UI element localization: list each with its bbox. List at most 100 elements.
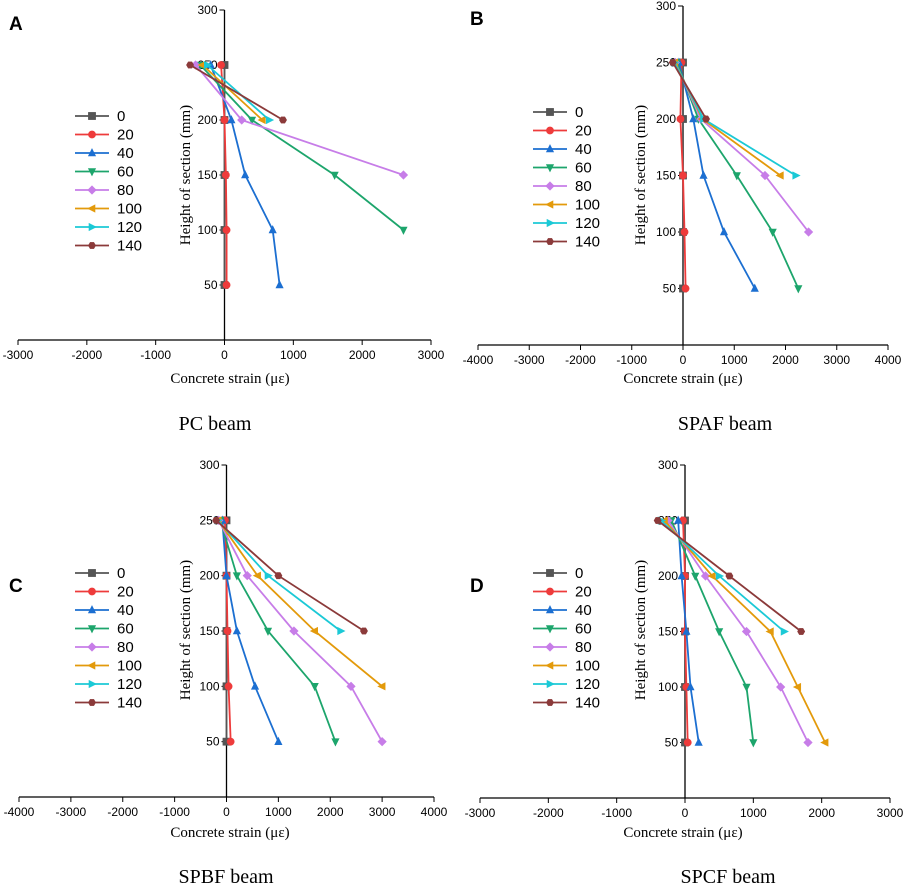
panel-letter: B <box>470 9 484 30</box>
legend-label: 80 <box>117 182 134 199</box>
legend-marker <box>546 218 555 228</box>
data-point <box>331 738 340 747</box>
legend-marker <box>545 200 554 209</box>
data-point <box>700 571 711 581</box>
x-tick-label: -1000 <box>140 348 171 362</box>
data-point <box>360 627 368 635</box>
data-point <box>686 682 695 691</box>
legend-label: 60 <box>117 621 134 638</box>
x-tick-label: -2000 <box>107 805 138 819</box>
series-line <box>673 62 781 177</box>
legend-label: 140 <box>117 695 142 712</box>
legend-marker <box>545 661 554 670</box>
legend-entry: 20 <box>533 123 592 140</box>
data-point <box>775 171 784 180</box>
data-point <box>707 571 716 581</box>
legend-entry: 60 <box>533 621 592 638</box>
data-point <box>268 225 277 234</box>
panel-A: A-3000 -2000 -1000 0 1000 2000 300050100150200… <box>3 3 445 435</box>
data-point <box>274 736 283 745</box>
data-point <box>765 627 774 636</box>
x-tick-label: 3000 <box>877 806 904 820</box>
legend-entry: 0 <box>533 565 583 582</box>
data-point <box>224 682 233 691</box>
legend-entry: 0 <box>75 108 125 125</box>
x-tick-label: 3000 <box>418 348 445 362</box>
legend-entry: 20 <box>533 584 592 601</box>
legend-marker <box>546 238 554 245</box>
legend-label: 60 <box>575 621 592 638</box>
legend-marker <box>88 222 97 232</box>
data-point <box>310 683 319 692</box>
series-120 <box>670 58 801 180</box>
y-tick-label: 150 <box>197 168 217 182</box>
data-point <box>780 627 789 636</box>
data-point <box>676 115 685 123</box>
data-point <box>220 116 229 124</box>
legend-label: 0 <box>117 108 125 125</box>
x-tick-label: -4000 <box>463 353 494 367</box>
data-point <box>794 285 803 294</box>
data-point <box>274 572 283 580</box>
x-tick-label: 1000 <box>265 805 292 819</box>
series-20 <box>676 58 690 293</box>
x-tick-label: 0 <box>221 348 228 362</box>
data-point <box>222 226 231 234</box>
y-axis-label: Height of section (mm) <box>633 560 649 700</box>
legend-marker <box>545 164 555 173</box>
data-point <box>222 570 231 579</box>
y-tick-label: 100 <box>656 225 676 239</box>
y-tick-label: 300 <box>199 458 219 472</box>
legend-marker <box>87 661 96 670</box>
legend-label: 100 <box>575 658 600 675</box>
y-tick-label: 200 <box>199 569 219 583</box>
legend-label: 40 <box>117 145 134 162</box>
x-tick-label: -3000 <box>3 348 34 362</box>
data-point <box>217 61 225 69</box>
series-40 <box>206 60 284 289</box>
legend-label: 40 <box>575 602 592 619</box>
data-point <box>263 627 273 636</box>
series-line <box>217 519 383 687</box>
y-tick-label: 100 <box>658 680 678 694</box>
data-point <box>674 515 683 524</box>
data-point <box>803 227 814 237</box>
x-tick-label: 2000 <box>349 348 376 362</box>
legend-entry: 60 <box>75 164 134 181</box>
data-point <box>264 571 273 580</box>
series-140 <box>186 61 287 124</box>
legend-label: 100 <box>117 201 142 218</box>
legend-marker <box>88 242 96 249</box>
data-point <box>242 571 252 581</box>
data-point <box>653 517 662 524</box>
data-point <box>792 171 801 180</box>
legend-marker <box>87 605 97 614</box>
x-tick-label: 4000 <box>875 353 902 367</box>
y-tick-label: 150 <box>658 625 678 639</box>
y-axis-label: Height of section (mm) <box>178 105 194 245</box>
legend-entry: 80 <box>533 639 592 656</box>
legend-entry: 80 <box>75 639 134 656</box>
legend-marker <box>87 168 97 177</box>
data-point <box>232 626 241 635</box>
series-line <box>217 519 383 743</box>
legend-marker <box>546 587 554 596</box>
legend-entry: 20 <box>75 584 134 601</box>
series-80 <box>190 60 409 180</box>
legend-entry: 140 <box>75 695 142 712</box>
data-point <box>750 283 759 292</box>
legend-label: 80 <box>575 639 592 656</box>
panel-D: D-3000 -2000 -1000 0 1000 2000 300050100150200… <box>465 458 904 888</box>
legend-marker <box>88 699 96 706</box>
data-point <box>337 626 346 636</box>
x-tick-label: -2000 <box>533 806 564 820</box>
legend-entry: 0 <box>533 104 583 121</box>
data-point <box>668 59 677 66</box>
data-point <box>682 626 691 635</box>
legend-marker <box>88 679 97 689</box>
legend-marker <box>546 569 554 577</box>
series-100 <box>197 60 266 125</box>
